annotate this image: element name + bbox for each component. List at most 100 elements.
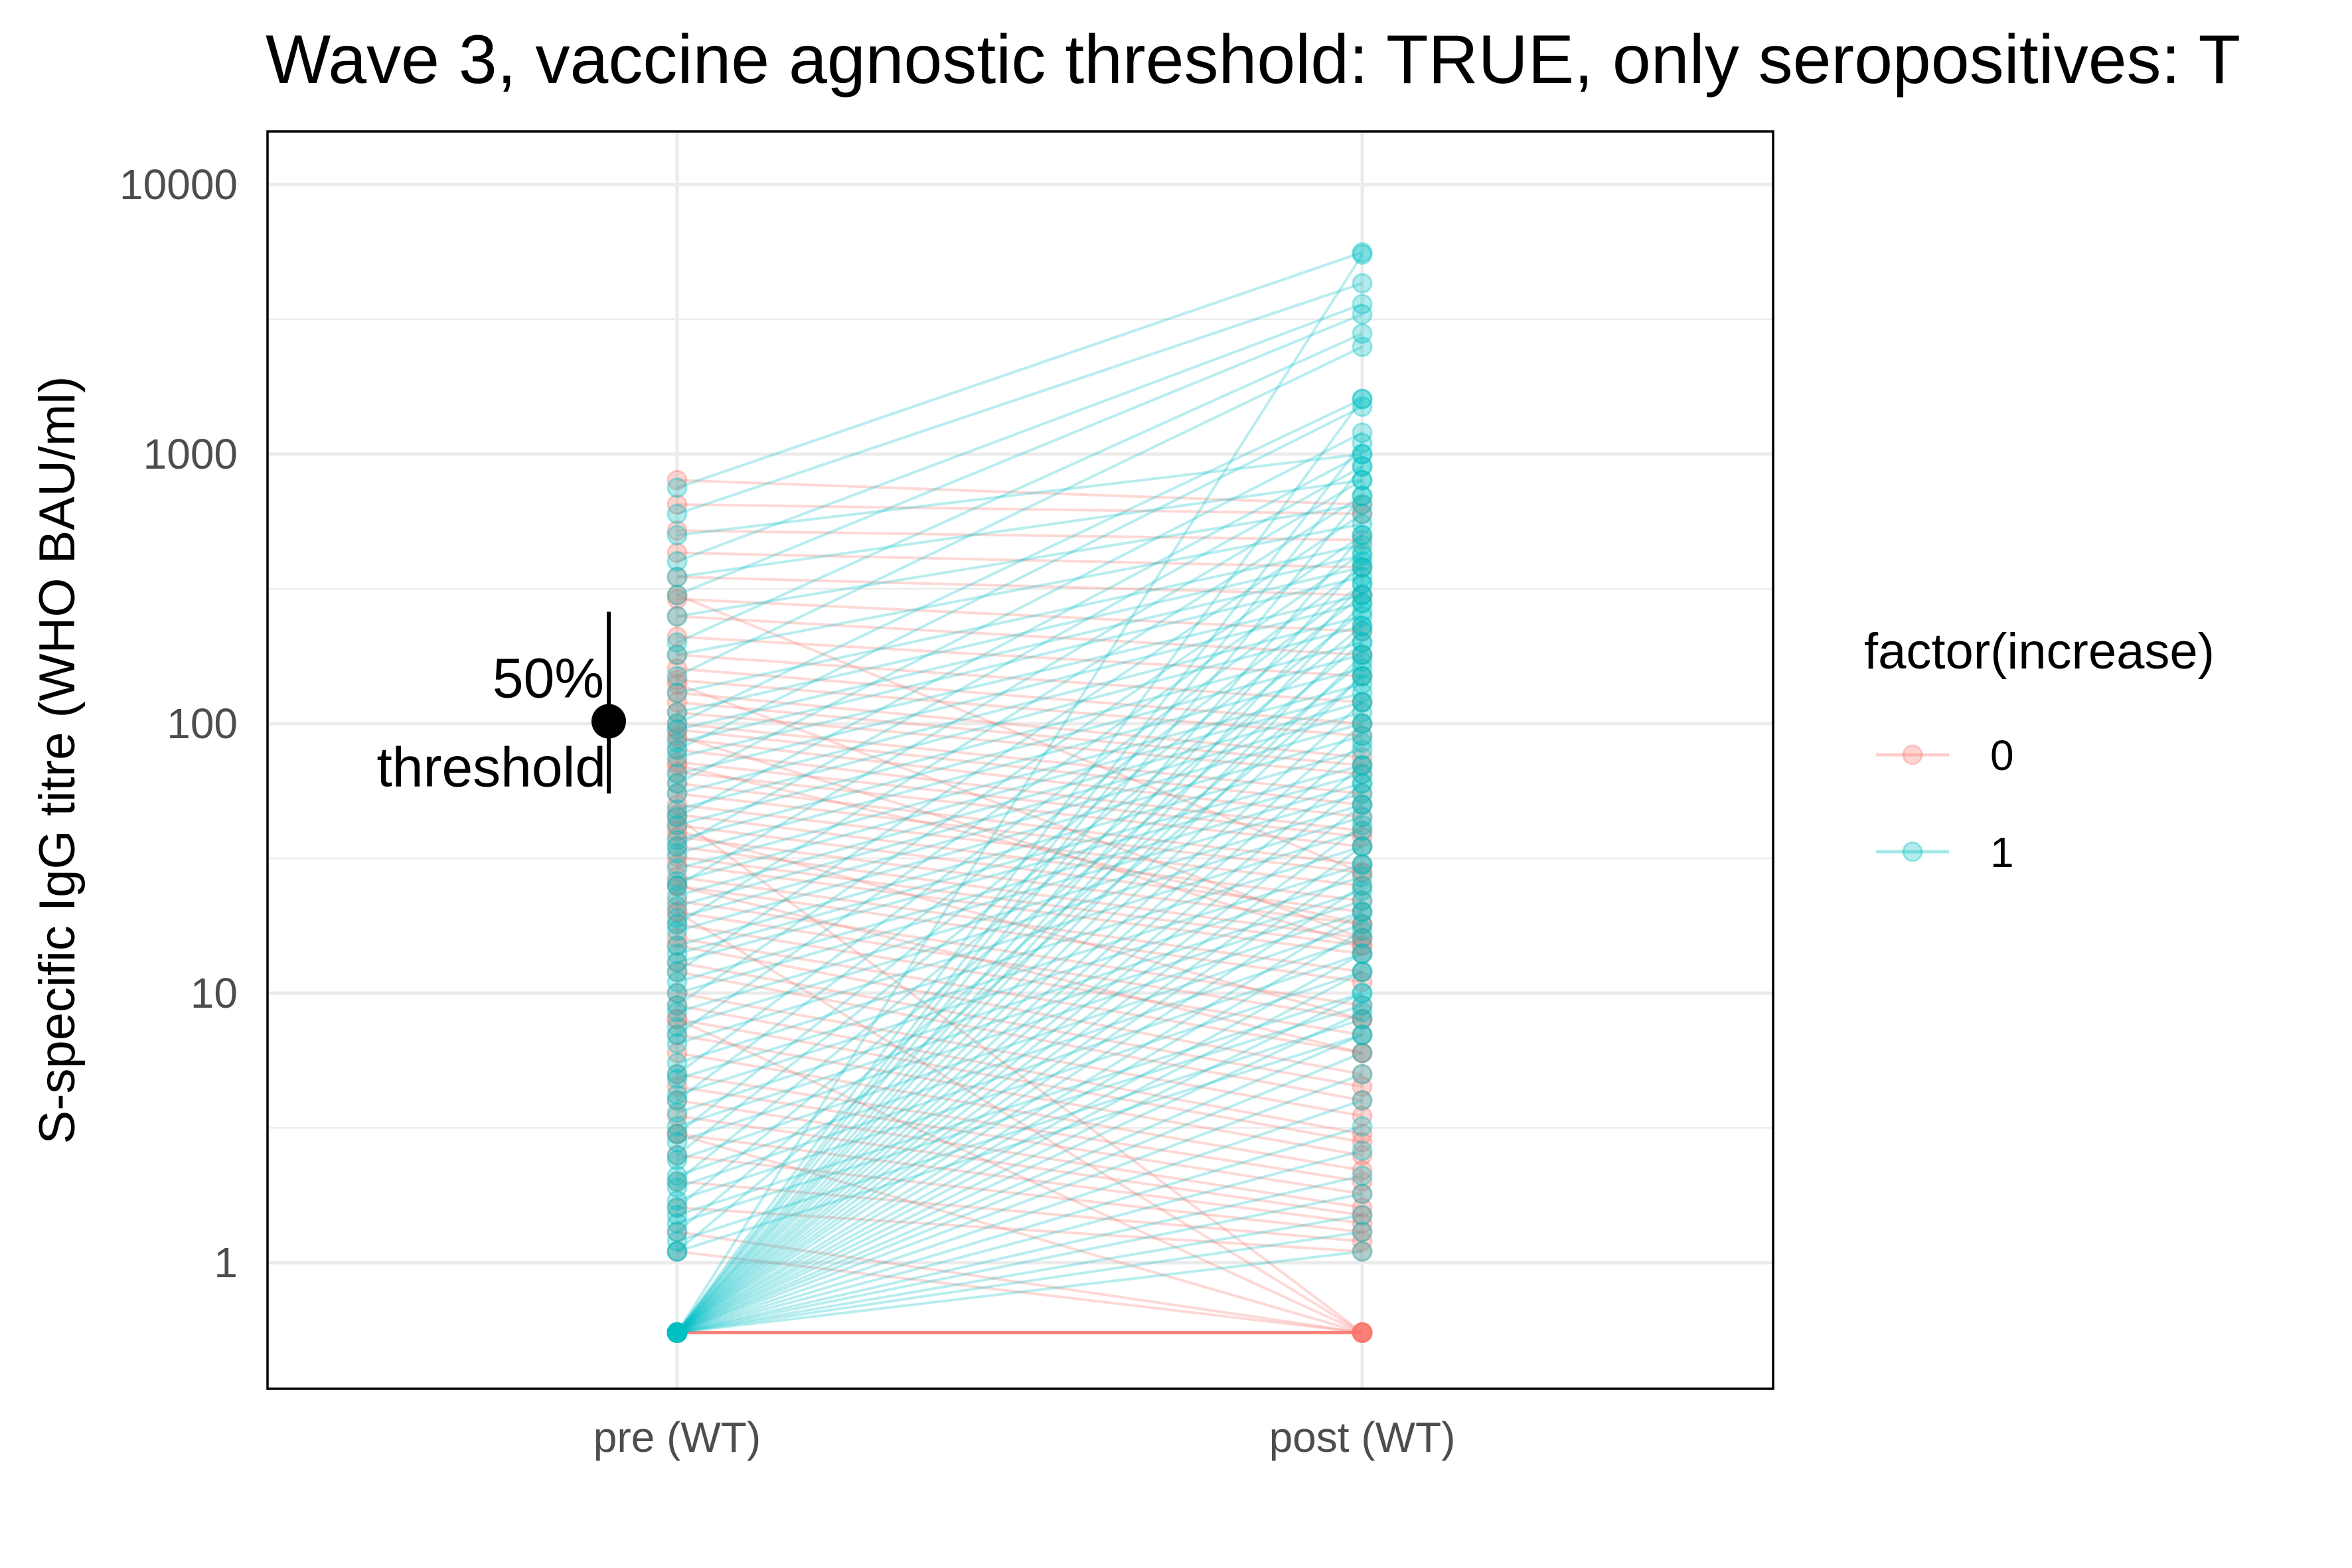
legend: factor(increase) 01 [1864,623,2215,876]
series-1-line [676,782,1363,984]
series-1-point [666,1322,688,1343]
series-1-point [1352,961,1373,982]
series-1-line [676,1230,1363,1334]
series-1-point [1352,961,1373,982]
series-1-point [666,1144,688,1166]
series-1-point [1352,773,1373,794]
series-1-line [676,1250,1363,1334]
series-1-line [676,845,1363,1065]
series-0-point [1352,927,1373,949]
series-0-point [1352,836,1373,857]
series-1-point [1352,469,1373,491]
series-1-line [676,625,1363,811]
series-0-point [666,995,688,1016]
series-0-point [1352,713,1373,734]
series-1-point [666,1123,688,1144]
series-1-point [1352,644,1373,665]
series-0-line [676,961,1363,1088]
series-0-point [1352,755,1373,776]
series-0-point [1352,862,1373,883]
series-1-line [676,970,1363,1202]
series-0-line [676,667,1363,725]
series-1-point [666,1322,688,1343]
series-1-point [1352,601,1373,623]
series-1-line [676,566,1363,731]
series-0-point [666,713,688,734]
series-0-line [676,1085,1363,1196]
series-0-point [1352,913,1373,935]
series-0-point [1352,1090,1373,1111]
series-1-point [666,1322,688,1343]
series-0-point [666,739,688,760]
series-0-line [676,835,1363,926]
series-1-line [676,803,1363,1014]
series-1-line [676,313,1363,597]
series-0-point [1352,1183,1373,1204]
series-1-line [676,900,1363,1128]
series-1-point [666,1322,688,1343]
series-0-line [676,944,1363,1076]
series-1-line [676,653,1364,1334]
series-0-point [666,566,688,588]
series-0-point [666,669,688,690]
series-1-line [676,576,1363,744]
series-0-point [666,1123,688,1144]
series-0-point [1352,494,1373,515]
series-1-point [1352,244,1373,265]
series-1-point [666,1052,688,1073]
series-1-line [676,674,1364,1253]
series-0-point [666,469,688,491]
series-1-line [676,1033,1363,1253]
series-1-line [676,552,1364,1036]
series-1-point [1352,866,1373,888]
series-0-point [666,761,688,783]
series-0-point [1352,1171,1373,1192]
series-1-line [676,495,1364,1334]
series-1-point [666,584,688,605]
series-lines [676,251,1364,1334]
series-1-point [1352,1024,1373,1046]
series-1-point [1352,534,1373,556]
series-0-point [1352,1231,1373,1252]
series-1-line [676,875,1363,1096]
series-1-line [676,748,1363,947]
series-1-point [666,1322,688,1343]
series-0-point [1352,1042,1373,1063]
series-1-point [1352,388,1373,410]
series-1-point [666,1322,688,1343]
series-0-point [1352,1105,1373,1127]
series-1-point [1352,1165,1373,1186]
series-0-point [1352,935,1373,957]
series-1-point [1352,456,1373,477]
series-points [666,242,1373,1343]
series-0-line [676,1033,1363,1157]
series-1-point [1352,726,1373,747]
series-1-point [666,1322,688,1343]
series-1-point [1352,524,1373,546]
series-1-point [1352,1183,1373,1204]
series-1-point [666,1322,688,1343]
series-0-line [676,937,1363,1055]
series-1-point [666,1322,688,1343]
series-1-line [676,453,1363,819]
series-0-point [1352,971,1373,992]
series-0-line [676,992,1363,1118]
series-0-line [676,1052,1363,1172]
series-0-point [666,719,688,740]
series-0-point [666,1076,688,1097]
series-1-point [666,961,688,982]
series-1-point [1352,692,1373,713]
series-0-line [676,911,1364,1334]
series-0-point [666,804,688,825]
series-1-point [1352,456,1373,477]
series-0-point [1352,821,1373,842]
series-0-line [676,728,1363,807]
series-0-line [676,576,1363,597]
series-0-point [666,875,688,896]
series-1-point [1352,836,1373,857]
series-1-line [676,1052,1363,1334]
series-1-point [666,566,688,588]
series-0-point [1352,1322,1373,1343]
series-1-line [676,303,1363,563]
